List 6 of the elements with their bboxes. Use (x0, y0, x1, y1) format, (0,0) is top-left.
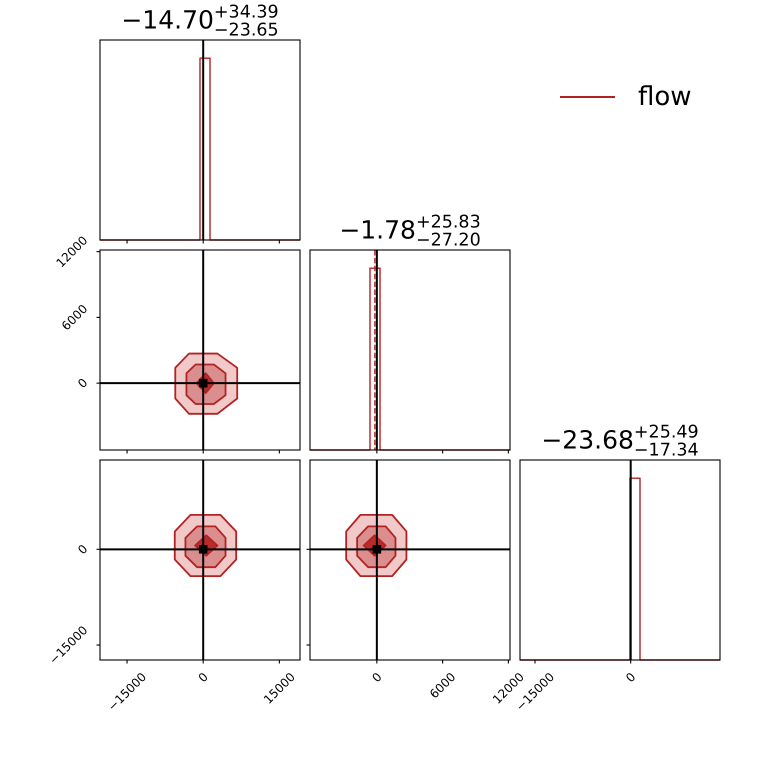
x-tick-label: 0 (196, 670, 211, 686)
x-tick-label: 0 (623, 670, 638, 686)
legend-label: flow (638, 82, 692, 112)
y-tick-label: 0 (75, 542, 90, 558)
y-tick-label: 0 (75, 376, 90, 391)
x-tick-label: 0 (369, 670, 385, 686)
